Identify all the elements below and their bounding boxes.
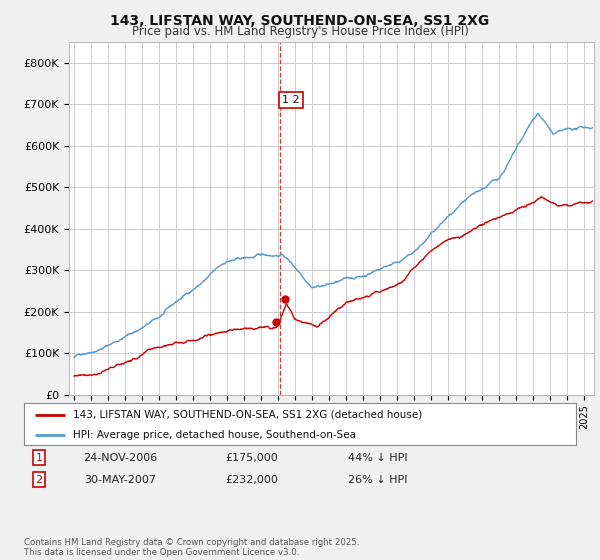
Text: 2: 2 <box>35 475 43 485</box>
Text: 30-MAY-2007: 30-MAY-2007 <box>84 475 156 485</box>
Text: Price paid vs. HM Land Registry's House Price Index (HPI): Price paid vs. HM Land Registry's House … <box>131 25 469 38</box>
Text: HPI: Average price, detached house, Southend-on-Sea: HPI: Average price, detached house, Sout… <box>73 430 356 440</box>
Text: 143, LIFSTAN WAY, SOUTHEND-ON-SEA, SS1 2XG: 143, LIFSTAN WAY, SOUTHEND-ON-SEA, SS1 2… <box>110 14 490 28</box>
Text: 143, LIFSTAN WAY, SOUTHEND-ON-SEA, SS1 2XG (detached house): 143, LIFSTAN WAY, SOUTHEND-ON-SEA, SS1 2… <box>73 410 422 420</box>
Text: £232,000: £232,000 <box>226 475 278 485</box>
Text: Contains HM Land Registry data © Crown copyright and database right 2025.
This d: Contains HM Land Registry data © Crown c… <box>24 538 359 557</box>
Text: 1 2: 1 2 <box>282 95 300 105</box>
Text: £175,000: £175,000 <box>226 452 278 463</box>
Text: 26% ↓ HPI: 26% ↓ HPI <box>348 475 408 485</box>
Text: 24-NOV-2006: 24-NOV-2006 <box>83 452 157 463</box>
Text: 1: 1 <box>35 452 43 463</box>
Text: 44% ↓ HPI: 44% ↓ HPI <box>348 452 408 463</box>
